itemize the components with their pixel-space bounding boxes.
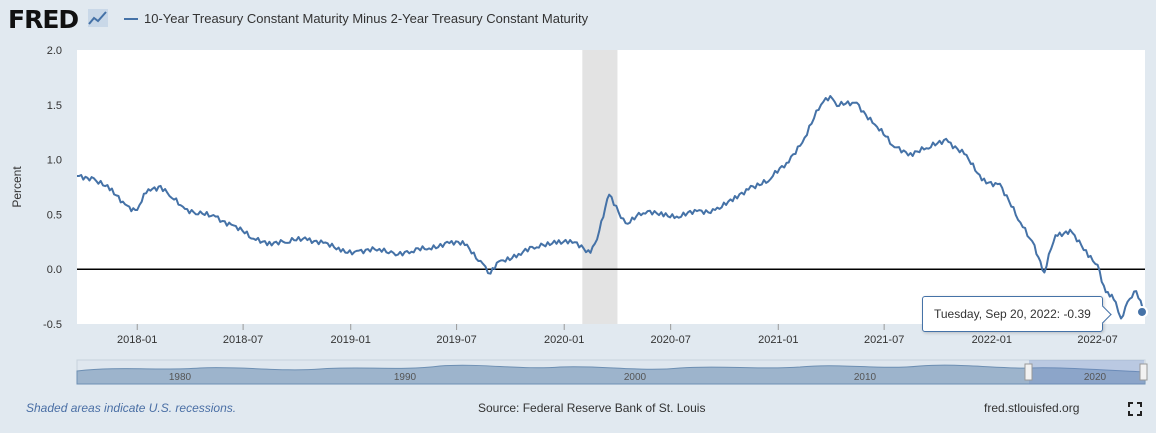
x-tick-label: 2020-07 — [650, 334, 690, 346]
x-tick-label: 2022-01 — [972, 334, 1012, 346]
chart-line-icon — [88, 9, 108, 27]
x-tick-label: 2021-01 — [758, 334, 798, 346]
chart-header: FRED 10-Year Treasury Constant Maturity … — [0, 0, 1156, 40]
legend-label: 10-Year Treasury Constant Maturity Minus… — [144, 11, 589, 26]
recession-band — [582, 50, 618, 324]
site-link[interactable]: fred.stlouisfed.org — [984, 401, 1080, 415]
x-tick-label: 2019-01 — [331, 334, 371, 346]
y-tick-label: -0.5 — [43, 319, 62, 331]
navigator[interactable]: 1980 1990 2000 2010 2020 — [76, 359, 1148, 385]
x-tick-label: 2019-07 — [436, 334, 476, 346]
source-text: Source: Federal Reserve Bank of St. Loui… — [478, 401, 706, 415]
navigator-window[interactable] — [1029, 360, 1144, 384]
y-tick-label: 0.5 — [47, 209, 62, 221]
tooltip: Tuesday, Sep 20, 2022: -0.39 — [922, 296, 1112, 332]
y-tick-label: 1.0 — [47, 155, 62, 167]
navigator-year-label: 1990 — [394, 372, 417, 383]
y-tick-label: 0.0 — [47, 264, 62, 276]
series-legend[interactable]: 10-Year Treasury Constant Maturity Minus… — [124, 11, 588, 27]
fullscreen-icon[interactable] — [1128, 402, 1142, 416]
series-line[interactable] — [77, 95, 1146, 320]
recession-note: Shaded areas indicate U.S. recessions. — [26, 401, 237, 415]
x-tick-label: 2020-01 — [544, 334, 584, 346]
y-axis-label: Percent — [10, 166, 24, 208]
navigator-area — [76, 364, 1146, 385]
tooltip-date: Tuesday, Sep 20, 2022: — [934, 307, 1061, 321]
y-tick-label: 2.0 — [47, 45, 62, 57]
hover-marker — [1136, 305, 1148, 318]
navigator-year-label: 2010 — [854, 372, 877, 383]
x-tick-label: 2021-07 — [864, 334, 904, 346]
navigator-left-handle[interactable] — [1024, 363, 1033, 381]
navigator-year-label: 1980 — [169, 372, 192, 383]
legend-swatch — [124, 17, 138, 20]
navigator-right-handle[interactable] — [1139, 363, 1148, 381]
tooltip-value: -0.39 — [1063, 307, 1091, 321]
x-tick-label: 2018-01 — [117, 334, 157, 346]
x-tick-label: 2018-07 — [223, 334, 263, 346]
navigator-year-label: 2020 — [1084, 372, 1107, 383]
x-tick-label: 2022-07 — [1077, 334, 1117, 346]
navigator-year-label: 2000 — [624, 372, 647, 383]
fred-logo[interactable]: FRED — [8, 5, 79, 34]
y-tick-label: 1.5 — [47, 100, 62, 112]
